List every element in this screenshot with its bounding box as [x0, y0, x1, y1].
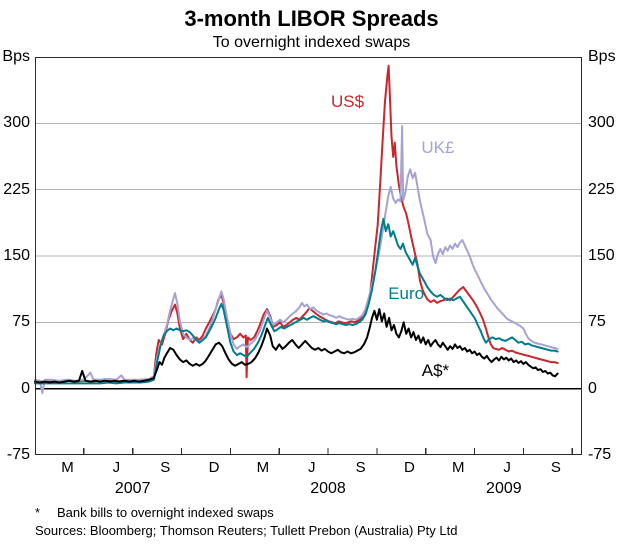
- y-tick-label-left-75: 75: [12, 313, 30, 331]
- y-tick-label-right-75: 75: [588, 313, 606, 331]
- y-axis-unit-label-right: Bps: [588, 48, 616, 65]
- series-label-euro: Euro: [388, 284, 425, 304]
- x-axis-month-label: M: [256, 459, 270, 476]
- y-axis-unit-label-left: Bps: [2, 48, 30, 65]
- series-label-aud: A$*: [421, 360, 450, 380]
- chart-subtitle: To overnight indexed swaps: [212, 34, 411, 51]
- series-line-aud: [34, 308, 559, 384]
- y-tick-label-left--75: -75: [6, 446, 30, 463]
- x-axis-year-label-2007: 2007: [114, 480, 151, 497]
- x-axis-year-label-2009: 2009: [486, 480, 522, 497]
- series-label-usd: US$: [331, 92, 365, 112]
- y-tick-label-right-300: 300: [588, 114, 615, 132]
- x-axis-year-label-2008: 2008: [310, 480, 346, 497]
- series-line-gbp: [34, 125, 559, 395]
- y-tick-label-left-300: 300: [3, 114, 30, 132]
- series-line-euro: [34, 217, 559, 385]
- y-tick-label-right--75: -75: [588, 446, 612, 463]
- footnote-line: * Bank bills to overnight indexed swaps: [35, 505, 274, 520]
- x-axis-month-label: J: [308, 459, 316, 476]
- y-tick-label-right-150: 150: [588, 247, 615, 264]
- x-axis-month-label: S: [160, 459, 171, 476]
- y-tick-label-left-0: 0: [21, 379, 30, 397]
- plot-frame: [34, 56, 583, 456]
- y-tick-label-right-225: 225: [588, 180, 615, 198]
- footnote-text: Bank bills to overnight indexed swaps: [57, 505, 274, 520]
- y-tick-label-left-150: 150: [3, 247, 30, 264]
- x-axis-month-label: S: [355, 459, 366, 476]
- x-axis-month-label: D: [404, 459, 415, 476]
- x-axis-month-label: S: [550, 459, 561, 476]
- sources-line: Sources: Bloomberg; Thomson Reuters; Tul…: [35, 523, 458, 538]
- x-axis-month-label: J: [112, 459, 121, 476]
- x-axis-month-label: M: [452, 459, 465, 476]
- series-line-usd: [34, 64, 559, 383]
- chart-title: 3-month LIBOR Spreads: [184, 6, 439, 31]
- x-axis-month-label: D: [208, 459, 220, 476]
- x-axis-month-label: M: [61, 459, 74, 476]
- series-label-gbp: UK£: [421, 138, 455, 158]
- x-axis-month-label: J: [503, 459, 511, 476]
- y-tick-label-left-225: 225: [3, 180, 30, 198]
- footnote-asterisk: *: [35, 505, 41, 520]
- y-tick-label-right-0: 0: [588, 379, 597, 397]
